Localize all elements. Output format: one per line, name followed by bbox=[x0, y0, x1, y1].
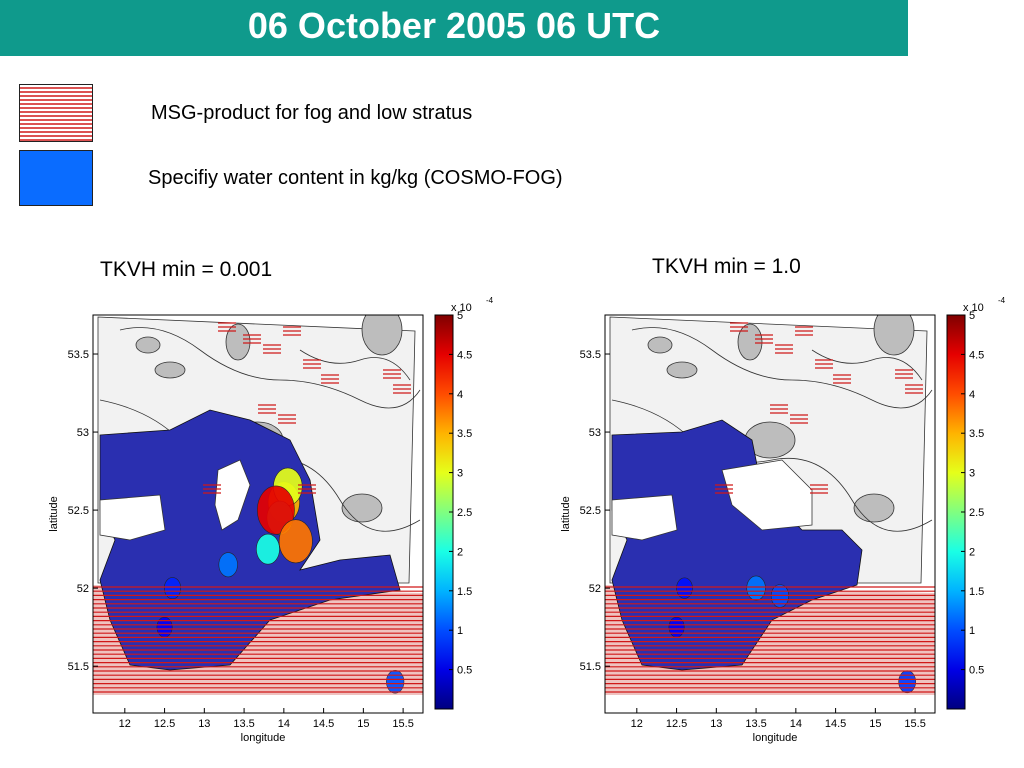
colorbar-tick-label: 1.5 bbox=[969, 586, 984, 598]
fog-cell bbox=[898, 670, 916, 694]
colorbar-tick-label: 1 bbox=[457, 625, 463, 637]
cloud-patch bbox=[341, 493, 383, 523]
contour-line bbox=[299, 349, 411, 381]
x-tick-label: 15.5 bbox=[392, 718, 413, 730]
legend-swatch-fog bbox=[19, 84, 93, 142]
legend-label-fog: MSG-product for fog and low stratus bbox=[151, 102, 473, 124]
cloud-patch bbox=[853, 493, 895, 523]
colorbar-tick-label: 2.5 bbox=[457, 507, 472, 519]
x-tick-label: 14.5 bbox=[825, 718, 846, 730]
x-tick-label: 14.5 bbox=[313, 718, 334, 730]
map-panel-right: 12 12.5 13 13.5 14 14.5 15 15.551.55252.55353.5… bbox=[560, 296, 1006, 744]
colorbar-tick-label: 3.5 bbox=[969, 428, 984, 440]
colorbar-tick-label: 5 bbox=[457, 310, 463, 322]
contour-line bbox=[631, 327, 933, 409]
y-tick-label: 53.5 bbox=[580, 349, 601, 361]
colorbar-exponent: -4 bbox=[486, 296, 494, 305]
x-axis-label: longitude bbox=[241, 732, 286, 744]
colorbar-tick-label: 0.5 bbox=[969, 665, 984, 677]
y-tick-label: 52 bbox=[77, 583, 89, 595]
y-axis-label: latitude bbox=[48, 496, 60, 531]
y-tick-label: 51.5 bbox=[580, 661, 601, 673]
y-tick-label: 53 bbox=[77, 427, 89, 439]
x-tick-label: 14 bbox=[278, 718, 290, 730]
chart-title-left: TKVH min = 0.001 bbox=[100, 258, 273, 281]
contour-line bbox=[611, 399, 933, 532]
x-tick-label: 12 bbox=[631, 718, 643, 730]
colorbar-tick-label: 4 bbox=[457, 389, 463, 401]
fog-cell bbox=[256, 533, 280, 565]
colorbar-tick-label: 2.5 bbox=[969, 507, 984, 519]
y-axis-label: latitude bbox=[560, 496, 572, 531]
x-tick-label: 15 bbox=[357, 718, 369, 730]
colorbar-multiplier: x 10 bbox=[963, 302, 984, 314]
x-tick-label: 13.5 bbox=[745, 718, 766, 730]
x-tick-label: 14 bbox=[790, 718, 802, 730]
x-tick-label: 12.5 bbox=[154, 718, 175, 730]
x-axis-label: longitude bbox=[753, 732, 798, 744]
cloud-patch bbox=[873, 315, 915, 356]
y-tick-label: 52.5 bbox=[68, 505, 89, 517]
cloud-patch bbox=[225, 323, 251, 361]
page-title: 06 October 2005 06 UTC bbox=[247, 5, 661, 46]
y-tick-label: 53.5 bbox=[68, 349, 89, 361]
colorbar-tick-label: 1.5 bbox=[457, 586, 472, 598]
water-content-region bbox=[99, 409, 401, 671]
colorbar-exponent: -4 bbox=[998, 296, 1006, 305]
fog-cell bbox=[256, 485, 295, 535]
colorbar-tick-label: 3.5 bbox=[457, 428, 472, 440]
striped-pattern-icon bbox=[20, 87, 92, 141]
clear-area bbox=[721, 459, 813, 531]
contour-line bbox=[811, 349, 923, 381]
x-tick-label: 15.5 bbox=[904, 718, 925, 730]
clear-area bbox=[99, 494, 166, 541]
cloud-patch bbox=[737, 323, 763, 361]
colorbar-multiplier: x 10 bbox=[451, 302, 472, 314]
plot-frame bbox=[604, 314, 936, 714]
y-tick-label: 52 bbox=[589, 583, 601, 595]
cloud-patch bbox=[361, 315, 403, 356]
y-tick-label: 51.5 bbox=[68, 661, 89, 673]
fog-cell bbox=[278, 519, 313, 564]
colorbar-tick-label: 3 bbox=[457, 468, 463, 480]
plot-frame bbox=[92, 314, 424, 714]
colorbar-tick-label: 1 bbox=[969, 625, 975, 637]
x-tick-label: 15 bbox=[869, 718, 881, 730]
title-bar bbox=[0, 0, 908, 56]
colorbar-tick-label: 4.5 bbox=[457, 349, 472, 361]
clear-area bbox=[611, 494, 678, 541]
x-tick-label: 12 bbox=[119, 718, 131, 730]
fog-cell bbox=[218, 552, 238, 578]
legend-label-water: Specifiy water content in kg/kg (COSMO-F… bbox=[148, 167, 563, 189]
fog-cell bbox=[386, 670, 405, 694]
x-tick-label: 13 bbox=[710, 718, 722, 730]
contour-line bbox=[119, 327, 421, 409]
cloud-patch bbox=[135, 336, 161, 354]
cloud-patch bbox=[154, 361, 186, 379]
map-panel-left: 12 12.5 13 13.5 14 14.5 15 15.551.55252.55353.5… bbox=[48, 296, 494, 744]
colorbar-tick-label: 0.5 bbox=[457, 665, 472, 677]
fog-cell bbox=[163, 577, 182, 600]
clear-area bbox=[214, 459, 251, 531]
cloud-patch bbox=[666, 361, 698, 379]
colorbar-tick-label: 4.5 bbox=[969, 349, 984, 361]
fog-cell bbox=[676, 577, 693, 599]
colorbar-tick-label: 3 bbox=[969, 468, 975, 480]
legend-swatch-water bbox=[19, 150, 93, 206]
colorbar-tick-label: 2 bbox=[457, 546, 463, 558]
y-tick-label: 52.5 bbox=[580, 505, 601, 517]
colorbar-tick-label: 2 bbox=[969, 546, 975, 558]
y-tick-label: 53 bbox=[589, 427, 601, 439]
x-tick-label: 12.5 bbox=[666, 718, 687, 730]
chart-title-right: TKVH min = 1.0 bbox=[652, 255, 801, 278]
x-tick-label: 13 bbox=[198, 718, 210, 730]
colorbar-tick-label: 5 bbox=[969, 310, 975, 322]
colorbar-tick-label: 4 bbox=[969, 389, 975, 401]
x-tick-label: 13.5 bbox=[233, 718, 254, 730]
fog-cell bbox=[746, 575, 766, 601]
cloud-patch bbox=[647, 336, 673, 354]
